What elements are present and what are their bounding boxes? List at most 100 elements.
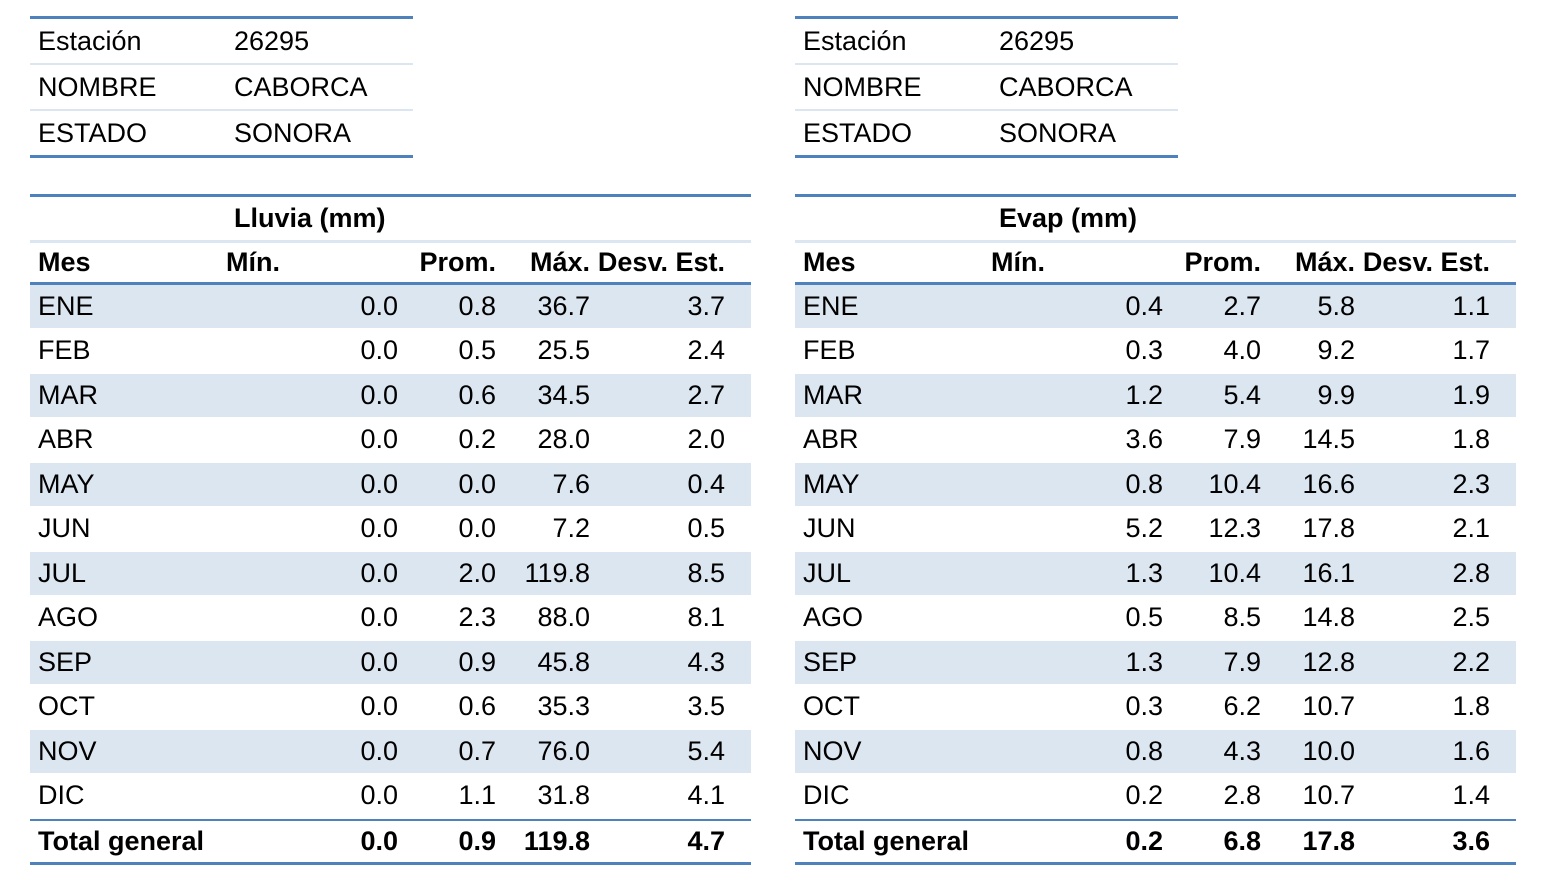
cell-desv: 0.5 [687, 513, 725, 544]
total-prom: 6.8 [1223, 826, 1261, 856]
cell-max: 12.8 [1302, 646, 1355, 677]
cell-max: 25.5 [537, 335, 590, 366]
info-row: ESTADO SONORA [30, 109, 413, 155]
cell-mes: JUL [803, 557, 852, 588]
info-key: NOMBRE [38, 71, 157, 102]
cell-prom: 8.5 [1223, 602, 1261, 633]
cell-mes: OCT [38, 691, 95, 722]
cell-prom: 2.8 [1223, 780, 1261, 811]
cell-prom: 4.3 [1223, 735, 1261, 766]
cell-min: 0.8 [1125, 735, 1163, 766]
cell-max: 7.6 [552, 468, 590, 499]
cell-desv: 8.5 [687, 557, 725, 588]
info-row: NOMBRE CABORCA [795, 63, 1178, 109]
info-value: CABORCA [234, 71, 368, 102]
cell-max: 14.8 [1302, 602, 1355, 633]
info-row: ESTADO SONORA [795, 109, 1178, 155]
table-row: ENE 0.0 0.8 36.7 3.7 [30, 285, 751, 330]
table-row: AGO 0.5 8.5 14.8 2.5 [795, 597, 1516, 641]
cell-prom: 2.0 [458, 557, 496, 588]
table-row: JUN 0.0 0.0 7.2 0.5 [30, 508, 751, 552]
cell-max: 7.2 [552, 513, 590, 544]
cell-mes: MAR [38, 379, 98, 410]
cell-min: 0.0 [360, 290, 398, 321]
cell-prom: 0.6 [458, 379, 496, 410]
cell-min: 0.0 [360, 379, 398, 410]
cell-mes: AGO [38, 602, 99, 633]
cell-max: 34.5 [537, 379, 590, 410]
info-value: SONORA [999, 117, 1117, 148]
cell-max: 16.6 [1302, 468, 1355, 499]
cell-mes: JUN [38, 513, 91, 544]
table-row: MAY 0.8 10.4 16.6 2.3 [795, 463, 1516, 508]
cell-max: 17.8 [1302, 513, 1355, 544]
cell-max: 31.8 [537, 780, 590, 811]
cell-mes: DIC [803, 780, 850, 811]
cell-desv: 3.5 [687, 691, 725, 722]
cell-max: 35.3 [537, 691, 590, 722]
cell-mes: ABR [803, 424, 859, 455]
cell-min: 5.2 [1125, 513, 1163, 544]
cell-prom: 5.4 [1223, 379, 1261, 410]
cell-min: 0.0 [360, 602, 398, 633]
cell-min: 0.0 [360, 513, 398, 544]
cell-desv: 1.9 [1452, 379, 1490, 410]
header-desv: Desv. Est. [1362, 247, 1490, 277]
cell-prom: 7.9 [1223, 646, 1261, 677]
total-row: Total general 0.0 0.9 119.8 4.7 [30, 819, 751, 865]
cell-mes: NOV [803, 735, 862, 766]
cell-desv: 1.8 [1452, 691, 1490, 722]
header-prom: Prom. [1184, 247, 1261, 277]
cell-desv: 2.0 [687, 424, 725, 455]
info-key: Estación [38, 25, 142, 56]
cell-max: 10.0 [1302, 735, 1355, 766]
cell-mes: ABR [38, 424, 94, 455]
info-key: NOMBRE [803, 71, 922, 102]
info-value: 26295 [999, 25, 1075, 56]
cell-min: 1.3 [1125, 646, 1163, 677]
cell-max: 28.0 [537, 424, 590, 455]
table-title-row: Evap (mm) [795, 197, 1516, 243]
info-key: ESTADO [38, 117, 148, 148]
cell-min: 0.0 [360, 424, 398, 455]
cell-min: 0.0 [360, 735, 398, 766]
total-min: 0.0 [360, 826, 398, 856]
station-info-table: Estación 26295 NOMBRE CABORCA ESTADO SONORA [30, 16, 413, 158]
total-mes: Total general [38, 826, 205, 856]
header-mes: Mes [38, 247, 91, 277]
cell-min: 0.0 [360, 691, 398, 722]
total-desv: 4.7 [687, 826, 725, 856]
cell-min: 0.0 [360, 335, 398, 366]
evaporation-table: Evap (mm) Mes Mín. Prom. Máx. Desv. Est. ENE 0.… [795, 194, 1516, 865]
info-key: Estación [803, 25, 907, 56]
cell-mes: MAY [38, 468, 95, 499]
table-row: FEB 0.0 0.5 25.5 2.4 [30, 330, 751, 374]
cell-mes: MAY [803, 468, 860, 499]
cell-desv: 4.3 [687, 646, 725, 677]
total-mes: Total general [803, 826, 970, 856]
table-row: NOV 0.0 0.7 76.0 5.4 [30, 730, 751, 775]
cell-desv: 8.1 [687, 602, 725, 633]
table-row: ENE 0.4 2.7 5.8 1.1 [795, 285, 1516, 330]
table-row: OCT 0.3 6.2 10.7 1.8 [795, 686, 1516, 730]
cell-desv: 0.4 [687, 468, 725, 499]
cell-prom: 0.8 [458, 290, 496, 321]
info-row: Estación 26295 [795, 19, 1178, 63]
cell-desv: 2.3 [1452, 468, 1490, 499]
cell-mes: AGO [803, 602, 864, 633]
cell-max: 9.9 [1317, 379, 1355, 410]
cell-prom: 10.4 [1208, 468, 1261, 499]
info-row: Estación 26295 [30, 19, 413, 63]
table-row: ABR 3.6 7.9 14.5 1.8 [795, 419, 1516, 463]
info-key: ESTADO [803, 117, 913, 148]
table-row: SEP 1.3 7.9 12.8 2.2 [795, 641, 1516, 686]
cell-prom: 10.4 [1208, 557, 1261, 588]
info-row: NOMBRE CABORCA [30, 63, 413, 109]
cell-desv: 4.1 [687, 780, 725, 811]
cell-desv: 2.8 [1452, 557, 1490, 588]
table-row: AGO 0.0 2.3 88.0 8.1 [30, 597, 751, 641]
cell-min: 0.0 [360, 468, 398, 499]
header-prom: Prom. [419, 247, 496, 277]
table-header-row: Mes Mín. Prom. Máx. Desv. Est. [30, 243, 751, 285]
cell-mes: JUL [38, 557, 87, 588]
